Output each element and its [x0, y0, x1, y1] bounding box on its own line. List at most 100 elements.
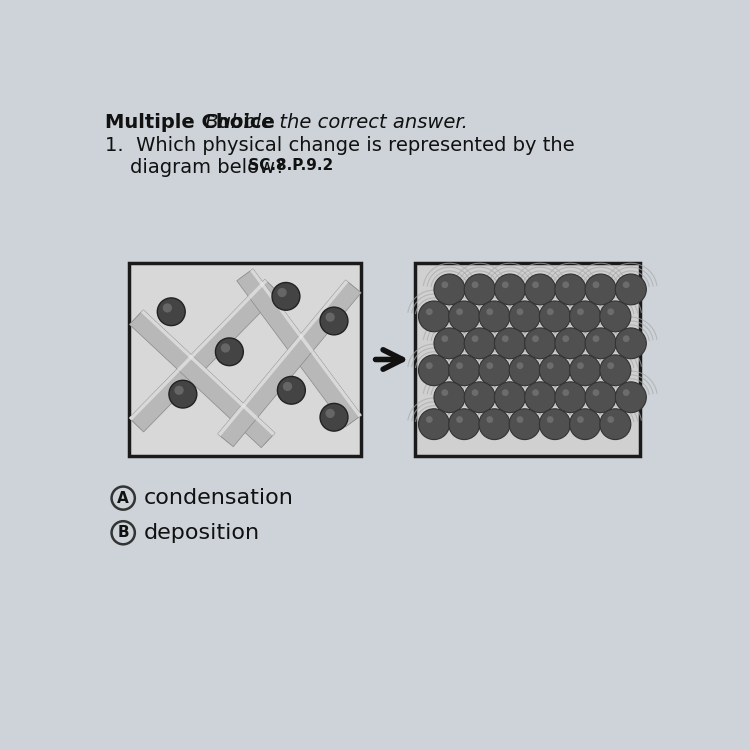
- Circle shape: [434, 382, 465, 412]
- Circle shape: [502, 389, 509, 396]
- Circle shape: [448, 355, 480, 386]
- Text: SC.8.P.9.2: SC.8.P.9.2: [242, 158, 333, 172]
- Circle shape: [525, 274, 556, 304]
- Polygon shape: [130, 311, 274, 446]
- Text: condensation: condensation: [143, 488, 293, 508]
- Circle shape: [585, 328, 616, 358]
- Circle shape: [615, 328, 646, 358]
- Circle shape: [547, 416, 554, 423]
- Circle shape: [215, 338, 243, 366]
- Circle shape: [539, 409, 570, 440]
- Text: B: B: [118, 525, 129, 540]
- Circle shape: [479, 301, 510, 332]
- Circle shape: [532, 389, 539, 396]
- Polygon shape: [237, 268, 362, 427]
- Circle shape: [517, 416, 524, 423]
- Circle shape: [419, 355, 449, 386]
- Polygon shape: [251, 268, 362, 417]
- Circle shape: [320, 404, 348, 431]
- Circle shape: [600, 409, 631, 440]
- Circle shape: [486, 362, 494, 369]
- Circle shape: [585, 274, 616, 304]
- Circle shape: [464, 274, 495, 304]
- Text: A: A: [117, 490, 129, 506]
- Polygon shape: [132, 312, 273, 446]
- Polygon shape: [131, 282, 277, 430]
- Circle shape: [278, 376, 305, 404]
- Circle shape: [525, 382, 556, 412]
- Circle shape: [442, 335, 448, 342]
- Circle shape: [448, 409, 480, 440]
- Circle shape: [622, 281, 629, 288]
- Polygon shape: [221, 284, 357, 443]
- Circle shape: [434, 328, 465, 358]
- Circle shape: [585, 382, 616, 412]
- Circle shape: [434, 274, 465, 304]
- Circle shape: [569, 301, 601, 332]
- Circle shape: [472, 389, 478, 396]
- Text: diagram below?: diagram below?: [104, 158, 285, 177]
- Circle shape: [509, 409, 540, 440]
- Polygon shape: [130, 280, 278, 430]
- Circle shape: [615, 382, 646, 412]
- Circle shape: [169, 380, 196, 408]
- Polygon shape: [129, 279, 279, 432]
- Polygon shape: [217, 280, 348, 436]
- Circle shape: [502, 335, 509, 342]
- Circle shape: [562, 389, 569, 396]
- Polygon shape: [129, 279, 279, 432]
- Circle shape: [615, 274, 646, 304]
- Polygon shape: [133, 283, 275, 428]
- Circle shape: [472, 335, 478, 342]
- Circle shape: [600, 355, 631, 386]
- Circle shape: [320, 308, 348, 334]
- Circle shape: [326, 409, 334, 418]
- Circle shape: [464, 382, 495, 412]
- Circle shape: [326, 313, 334, 322]
- Circle shape: [442, 389, 448, 396]
- Circle shape: [562, 281, 569, 288]
- Circle shape: [448, 301, 480, 332]
- Circle shape: [442, 281, 448, 288]
- Polygon shape: [217, 280, 362, 447]
- Circle shape: [494, 382, 526, 412]
- Circle shape: [174, 386, 184, 395]
- Text: 1.  Which physical change is represented by the: 1. Which physical change is represented …: [104, 136, 574, 155]
- Circle shape: [479, 355, 510, 386]
- Circle shape: [472, 281, 478, 288]
- Circle shape: [479, 409, 510, 440]
- Circle shape: [517, 308, 524, 315]
- Bar: [129, 263, 362, 456]
- Text: Multiple Choice: Multiple Choice: [104, 113, 274, 132]
- Circle shape: [622, 335, 629, 342]
- Polygon shape: [241, 272, 358, 424]
- Polygon shape: [237, 268, 362, 427]
- Circle shape: [555, 328, 586, 358]
- Circle shape: [272, 283, 300, 310]
- Circle shape: [555, 382, 586, 412]
- Circle shape: [532, 335, 539, 342]
- Circle shape: [608, 308, 614, 315]
- Circle shape: [569, 355, 601, 386]
- Circle shape: [547, 308, 554, 315]
- Circle shape: [577, 416, 584, 423]
- Circle shape: [532, 281, 539, 288]
- Circle shape: [600, 301, 631, 332]
- Circle shape: [486, 308, 494, 315]
- Bar: [416, 263, 640, 456]
- Circle shape: [622, 389, 629, 396]
- Circle shape: [539, 355, 570, 386]
- Polygon shape: [219, 281, 360, 446]
- Polygon shape: [141, 310, 275, 436]
- Circle shape: [464, 328, 495, 358]
- Circle shape: [486, 416, 494, 423]
- Circle shape: [426, 308, 433, 315]
- Polygon shape: [133, 314, 272, 444]
- Circle shape: [539, 301, 570, 332]
- Circle shape: [419, 409, 449, 440]
- Circle shape: [163, 303, 172, 313]
- Circle shape: [592, 335, 599, 342]
- Circle shape: [592, 389, 599, 396]
- Circle shape: [158, 298, 185, 326]
- Polygon shape: [238, 270, 360, 426]
